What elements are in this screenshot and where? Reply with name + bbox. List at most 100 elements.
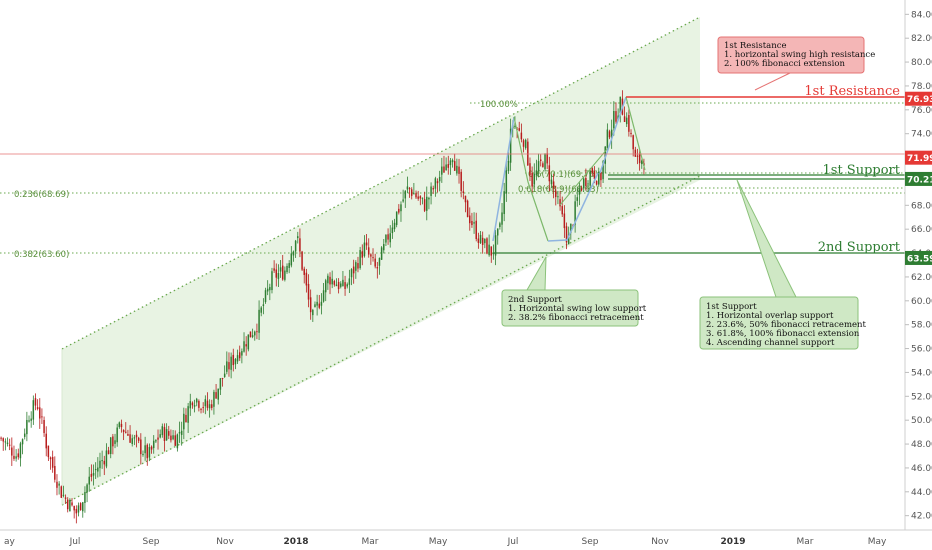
candle-body: [432, 188, 434, 190]
candle-body: [475, 220, 477, 240]
fib-ext-label-1: 0.6(70.1)(69.76): [528, 170, 598, 180]
candle-body: [8, 444, 11, 446]
y-tick-label: 56.00: [911, 345, 932, 355]
leg-green-2: [559, 147, 609, 206]
candle-body: [610, 129, 613, 139]
candle-body: [189, 401, 192, 409]
leg-green-1: [513, 116, 549, 242]
candle-body: [395, 211, 398, 225]
candle-body: [479, 234, 482, 244]
candle-body: [275, 269, 278, 278]
candle-body: [36, 407, 39, 409]
leg-blue-3: [599, 96, 627, 174]
candle-body: [329, 276, 331, 285]
candle-body: [187, 406, 189, 423]
candle-body: [447, 164, 450, 168]
x-tick-label: Mar: [362, 537, 379, 547]
note-support2-box: [501, 289, 639, 327]
candle-body: [494, 235, 497, 256]
candle-body: [127, 434, 129, 436]
candle-body: [393, 222, 396, 230]
candle-body: [548, 165, 551, 182]
candle-body: [537, 161, 540, 172]
candle-body: [365, 242, 368, 246]
candle-body: [363, 242, 366, 257]
candle-body: [51, 456, 54, 468]
candle-body: [109, 437, 112, 455]
candle-body: [297, 236, 299, 239]
candle-body: [294, 240, 297, 252]
candle-body: [561, 206, 563, 215]
candle-body: [342, 279, 344, 286]
candle-body: [531, 172, 533, 187]
candle-body: [355, 262, 357, 271]
note-support1-box: [699, 296, 859, 350]
candle-body: [114, 440, 116, 444]
candles: [0, 90, 645, 524]
note-support1-line-5: 4. Ascending channel support: [706, 338, 835, 348]
candle-body: [324, 280, 327, 293]
price-badge: [905, 91, 932, 106]
candle-body: [69, 499, 71, 512]
candle-body: [477, 238, 480, 243]
candle-body: [520, 132, 523, 140]
x-tick-label: Jul: [69, 537, 81, 547]
candle-body: [570, 223, 572, 233]
candle-body: [86, 484, 88, 493]
candle-body: [159, 434, 161, 438]
note-support2-line-3: 2. 38.2% fibonacci retracement: [508, 313, 644, 323]
candle-body: [634, 149, 637, 157]
candle-body: [481, 237, 484, 245]
candle-body: [135, 434, 138, 438]
candle-body: [340, 283, 342, 287]
candle-body: [628, 115, 630, 132]
candle-body: [112, 436, 114, 447]
candle-body: [518, 128, 520, 131]
fib-lines: [0, 102, 905, 254]
candle-body: [591, 168, 594, 173]
candle-body: [251, 335, 254, 337]
candle-body: [247, 334, 250, 350]
candle-body: [348, 278, 351, 285]
candle-body: [527, 141, 529, 166]
candle-body: [469, 215, 471, 224]
candle-body: [535, 170, 538, 176]
note-support1-line-4: 3. 61.8%, 100% fibonacci extension: [706, 329, 860, 339]
note-support2-line-2: 1. Horizontal swing low support: [508, 304, 647, 314]
candle-body: [492, 253, 495, 255]
y-tick-label: 52.00: [911, 392, 932, 402]
candle-body: [312, 309, 314, 316]
price-badge-label: 76.93: [907, 95, 932, 105]
candle-body: [314, 304, 316, 308]
candle-body: [529, 163, 531, 176]
candle-body: [172, 435, 174, 440]
candle-body: [142, 453, 144, 456]
candle-body: [116, 427, 118, 443]
candle-body: [593, 170, 596, 179]
candle-body: [146, 444, 149, 459]
candle-body: [241, 351, 243, 356]
y-tick-label: 44.00: [911, 488, 932, 498]
candle-body: [4, 441, 7, 443]
candle-body: [183, 413, 185, 430]
candle-body: [211, 404, 213, 408]
candle-body: [180, 430, 183, 435]
candle-body: [380, 247, 383, 260]
candle-body: [426, 196, 428, 211]
candle-body: [140, 439, 142, 455]
candle-body: [238, 352, 241, 359]
y-tick-label: 50.00: [911, 416, 932, 426]
candle-body: [19, 443, 22, 459]
candle-body: [408, 188, 411, 190]
candle-body: [77, 505, 80, 513]
candle-body: [352, 266, 355, 274]
candle-body: [466, 200, 469, 218]
candle-body: [404, 190, 407, 199]
candle-body: [417, 196, 419, 199]
support2-label: 2nd Support: [818, 240, 901, 255]
candle-body: [410, 189, 413, 196]
candle-body: [288, 263, 290, 268]
candle-body: [54, 465, 56, 480]
candle-body: [234, 358, 237, 365]
